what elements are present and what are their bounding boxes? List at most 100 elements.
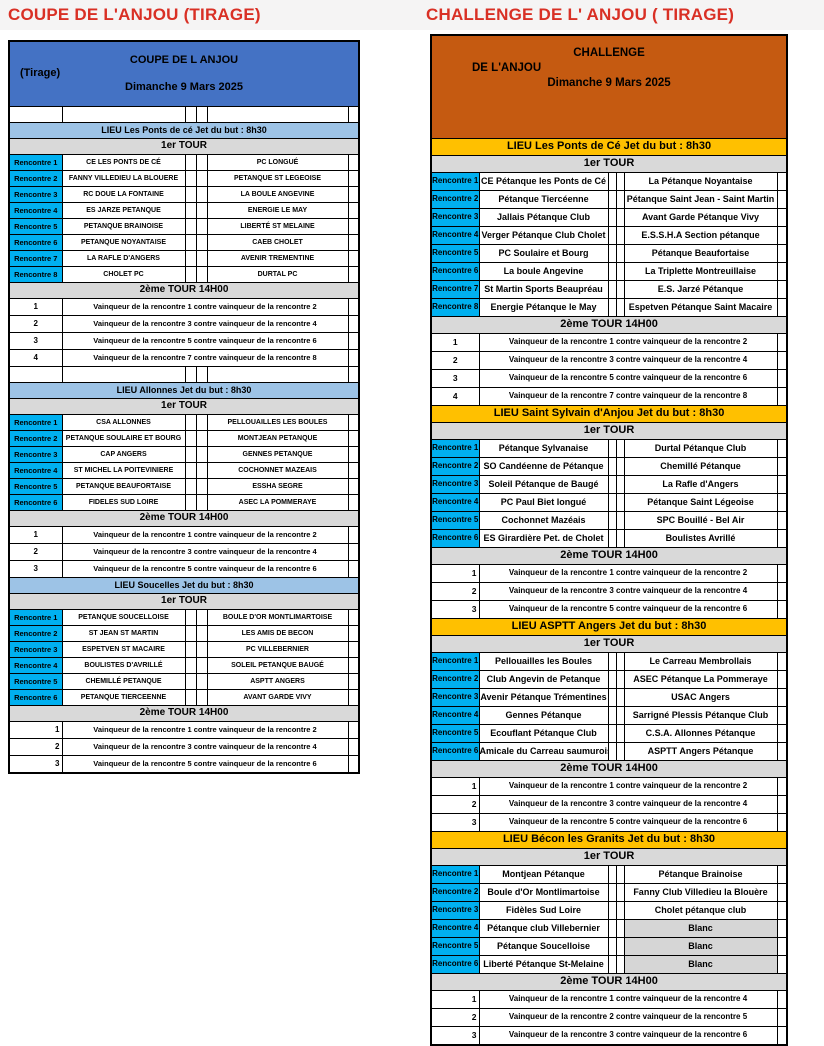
rencontre-label: Rencontre 4 xyxy=(430,226,480,245)
team1-cell: PETANQUE BRAINOISE xyxy=(61,218,186,235)
match-row: Rencontre 1 CE Pétanque les Ponts de Cé La… xyxy=(430,172,788,191)
score-box xyxy=(607,529,617,548)
score-box xyxy=(776,955,788,974)
empty-cell xyxy=(61,366,186,383)
team1-cell: Pétanque Tiercéenne xyxy=(478,190,609,209)
team1-cell: St Martin Sports Beaupréau xyxy=(478,280,609,299)
score-box xyxy=(607,742,617,761)
second-round-row: 2 Vainqueur de la rencontre 3 contre vain… xyxy=(8,543,360,561)
winner-vs-winner-text: Vainqueur de la rencontre 3 contre vainq… xyxy=(61,738,349,756)
team1-cell: Boule d'Or Montlimartoise xyxy=(478,883,609,902)
match-row: Rencontre 2 Club Angevin de Petanque ASEC … xyxy=(430,670,788,689)
score-box xyxy=(347,218,360,235)
second-round-row: 2 Vainqueur de la rencontre 3 contre vain… xyxy=(8,738,360,756)
score-box xyxy=(607,937,617,956)
score-box xyxy=(776,564,788,583)
team2-cell: GENNES PETANQUE xyxy=(206,446,349,463)
score-box xyxy=(607,475,617,494)
rencontre-label: Rencontre 5 xyxy=(8,478,63,495)
second-round-row: 1 Vainqueur de la rencontre 1 contre vain… xyxy=(430,564,788,583)
score-box xyxy=(347,446,360,463)
score-box xyxy=(615,262,625,281)
second-round-row: 3 Vainqueur de la rencontre 5 contre vain… xyxy=(430,600,788,619)
team2-cell: ASPTT Angers Pétanque xyxy=(623,742,778,761)
winner-vs-winner-text: Vainqueur de la rencontre 5 contre vainq… xyxy=(478,813,778,832)
team1-cell: Pétanque Soucelloise xyxy=(478,937,609,956)
tour1-row: 1er TOUR xyxy=(430,155,788,173)
score-box xyxy=(184,430,197,447)
winner-vs-winner-text: Vainqueur de la rencontre 1 contre vainq… xyxy=(61,526,349,544)
match-row: Rencontre 5 PC Soulaire et Bourg Pétanque … xyxy=(430,244,788,263)
team1-cell: Fidèles Sud Loire xyxy=(478,901,609,920)
score-box xyxy=(195,641,208,658)
empty-cell xyxy=(195,106,208,123)
lieu-header: LIEU ASPTT Angers Jet du but : 8h30 xyxy=(430,618,788,636)
score-box xyxy=(607,511,617,530)
match-number: 1 xyxy=(8,298,63,316)
score-box xyxy=(615,208,625,227)
score-box xyxy=(776,351,788,370)
team1-cell: Avenir Pétanque Trémentines xyxy=(478,688,609,707)
match-row: Rencontre 5 Cochonnet Mazéais SPC Bouillé … xyxy=(430,511,788,530)
team2-cell: USAC Angers xyxy=(623,688,778,707)
rencontre-label: Rencontre 1 xyxy=(430,172,480,191)
rencontre-label: Rencontre 6 xyxy=(430,529,480,548)
winner-vs-winner-text: Vainqueur de la rencontre 1 contre vainq… xyxy=(478,990,778,1009)
match-row: Rencontre 3 Avenir Pétanque Trémentines US… xyxy=(430,688,788,707)
tour2-header: 2ème TOUR 14H00 xyxy=(430,316,788,334)
score-box xyxy=(347,430,360,447)
tour2-header: 2ème TOUR 14H00 xyxy=(8,705,360,722)
score-box xyxy=(776,262,788,281)
score-box xyxy=(776,990,788,1009)
score-box xyxy=(776,369,788,388)
winner-vs-winner-text: Vainqueur de la rencontre 7 contre vainq… xyxy=(61,349,349,367)
match-number: 1 xyxy=(8,721,63,739)
match-row: Rencontre 3 ESPETVEN ST MACAIRE PC VILLEBE… xyxy=(8,641,360,658)
team1-cell: Ecouflant Pétanque Club xyxy=(478,724,609,743)
score-box xyxy=(347,414,360,431)
team1-cell: ES JARZE PETANQUE xyxy=(61,202,186,219)
winner-vs-winner-text: Vainqueur de la rencontre 3 contre vainq… xyxy=(478,795,778,814)
rencontre-label: Rencontre 5 xyxy=(430,724,480,743)
team1-cell: PETANQUE SOUCELLOISE xyxy=(61,609,186,626)
score-box xyxy=(195,234,208,251)
score-box xyxy=(195,609,208,626)
team2-cell: La Rafle d'Angers xyxy=(623,475,778,494)
second-round-row: 4 Vainqueur de la rencontre 7 contre vain… xyxy=(430,387,788,406)
team1-cell: FANNY VILLEDIEU LA BLOUERE xyxy=(61,170,186,187)
team2-cell: AVANT GARDE VIVY xyxy=(206,689,349,706)
score-box xyxy=(184,478,197,495)
team2-cell: Avant Garde Pétanque Vivy xyxy=(623,208,778,227)
score-box xyxy=(776,670,788,689)
winner-vs-winner-text: Vainqueur de la rencontre 5 contre vainq… xyxy=(478,369,778,388)
rencontre-label: Rencontre 4 xyxy=(8,462,63,479)
score-box xyxy=(607,865,617,884)
empty-cell xyxy=(184,366,197,383)
team2-cell: PC VILLEBERNIER xyxy=(206,641,349,658)
match-number: 3 xyxy=(430,1026,480,1046)
team1-cell: Soleil Pétanque de Baugé xyxy=(478,475,609,494)
score-box xyxy=(195,625,208,642)
score-box xyxy=(607,208,617,227)
team2-cell: LES AMIS DE BECON xyxy=(206,625,349,642)
score-box xyxy=(195,689,208,706)
score-box xyxy=(615,919,625,938)
team1-cell: CAP ANGERS xyxy=(61,446,186,463)
match-number: 1 xyxy=(8,526,63,544)
match-row: Rencontre 3 Soleil Pétanque de Baugé La Ra… xyxy=(430,475,788,494)
score-box xyxy=(776,172,788,191)
score-box xyxy=(615,883,625,902)
lieu-header: LIEU Saint Sylvain d'Anjou Jet du but : … xyxy=(430,405,788,423)
score-box xyxy=(776,652,788,671)
score-box xyxy=(615,172,625,191)
score-box xyxy=(776,475,788,494)
team2-cell: ASEC Pétanque La Pommeraye xyxy=(623,670,778,689)
rencontre-label: Rencontre 2 xyxy=(8,625,63,642)
table-header: COUPE DE L ANJOU (Tirage) Dimanche 9 Mars … xyxy=(8,40,360,107)
score-box xyxy=(195,414,208,431)
score-box xyxy=(347,543,360,561)
team1-cell: Montjean Pétanque xyxy=(478,865,609,884)
score-box xyxy=(347,625,360,642)
second-round-row: 2 Vainqueur de la rencontre 3 contre vain… xyxy=(430,582,788,601)
match-row: Rencontre 2 FANNY VILLEDIEU LA BLOUERE PET… xyxy=(8,170,360,187)
